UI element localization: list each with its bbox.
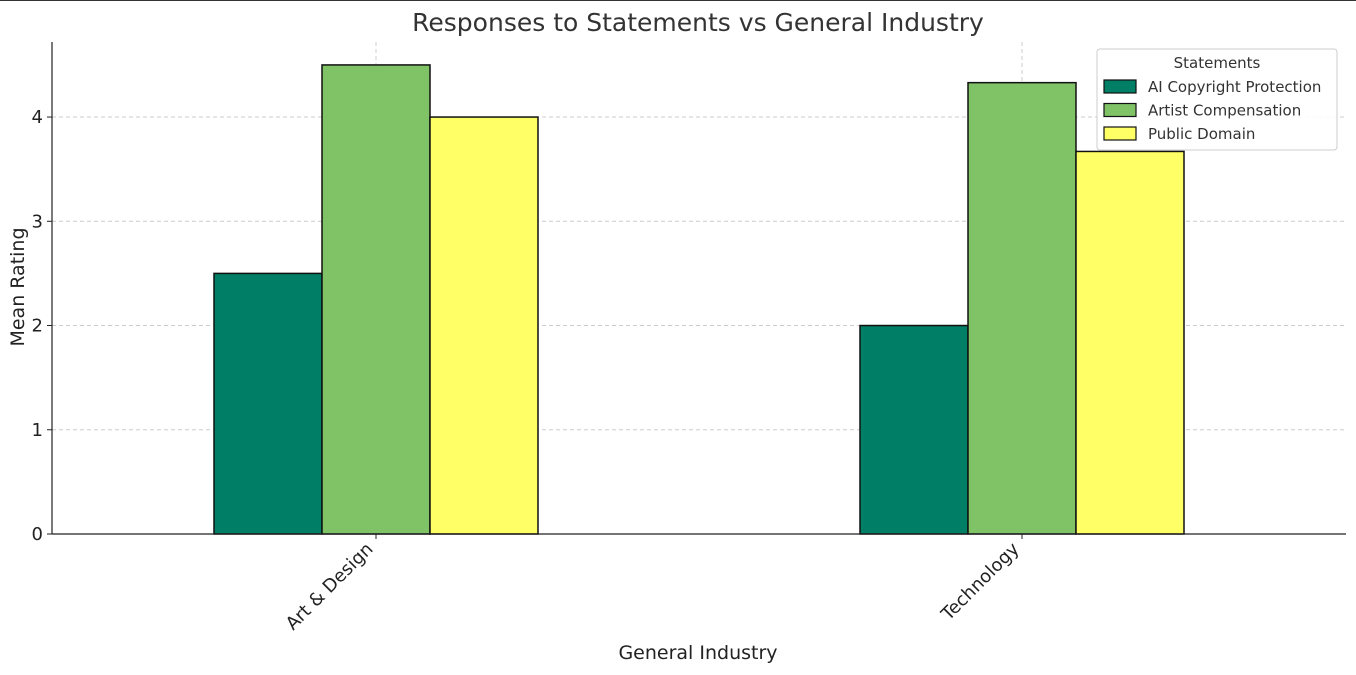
legend-swatch [1103, 79, 1137, 94]
legend-title: Statements [1174, 54, 1261, 72]
bar [213, 272, 323, 535]
legend-label: Public Domain [1148, 125, 1255, 143]
axes-layer [51, 42, 1346, 535]
bars-layer [213, 64, 1185, 535]
x-tick-label: Technology [937, 538, 1024, 625]
y-tick-label: 1 [32, 420, 43, 441]
legend-swatch [1103, 102, 1137, 118]
x-axis-label: General Industry [618, 642, 777, 664]
y-tick-label: 0 [32, 524, 43, 545]
legend-swatch [1103, 126, 1137, 141]
y-tick-label: 4 [32, 107, 43, 128]
bar [967, 81, 1077, 535]
bar [321, 64, 431, 535]
y-tick-label: 3 [32, 211, 43, 232]
x-tick-label: Art & Design [282, 539, 378, 635]
legend-label: Artist Compensation [1148, 102, 1301, 120]
legend-box [1096, 48, 1338, 151]
legend-label: AI Copyright Protection [1148, 78, 1321, 96]
y-axis-label: Mean Rating [7, 227, 29, 346]
bar [1075, 150, 1185, 535]
y-tick-label: 2 [32, 316, 43, 337]
chart-title: Responses to Statements vs General Indus… [412, 8, 984, 37]
top-border [0, 0, 1356, 1]
bar [859, 324, 969, 535]
bar [429, 116, 539, 535]
legend: Statements AI Copyright Protection Artist… [1096, 48, 1338, 151]
